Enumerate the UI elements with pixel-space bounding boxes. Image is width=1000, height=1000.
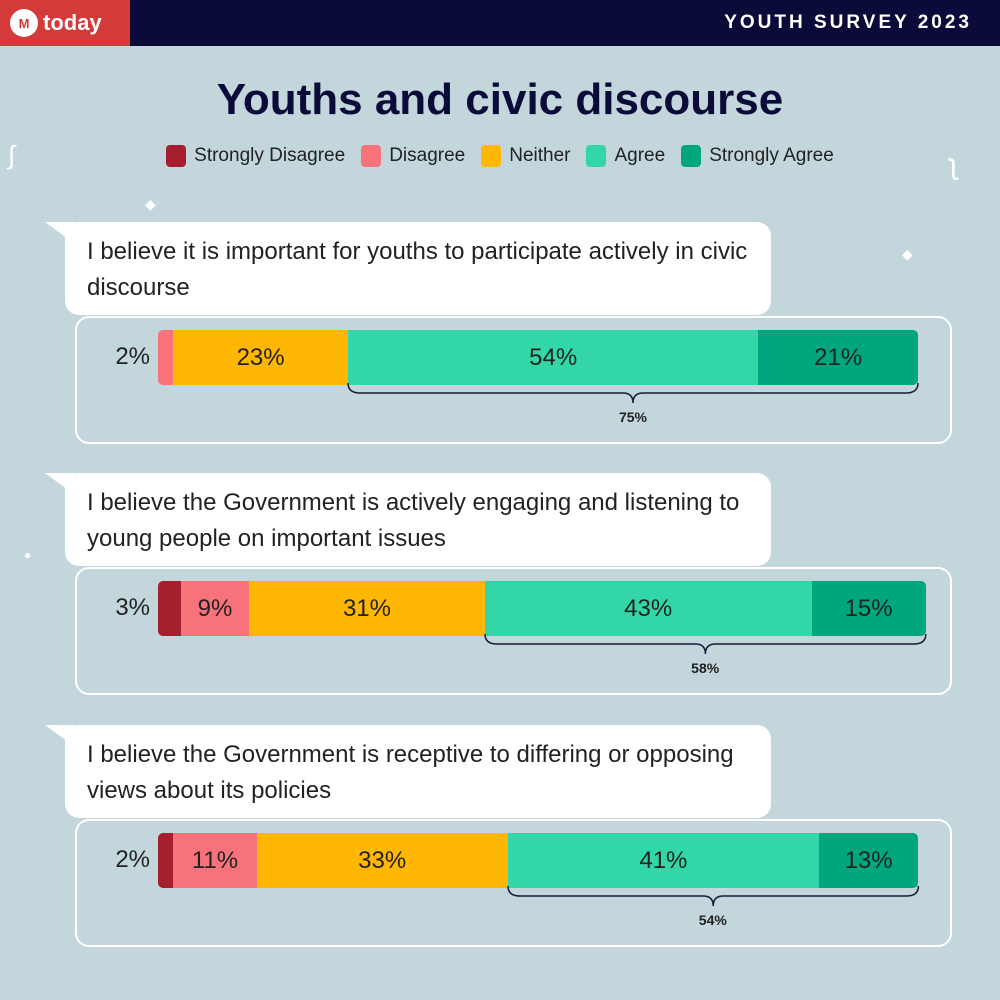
squiggle-decoration-icon: ʅ (950, 148, 957, 181)
bar-segment-disagree: 9% (180, 581, 250, 636)
bar-segment-strongly-agree: 21% (758, 330, 918, 385)
bar-panel (75, 567, 952, 695)
survey-label: YOUTH SURVEY 2023 (724, 12, 972, 33)
statement-bubble: I believe it is important for youths to … (45, 222, 771, 315)
data-label: 33% (358, 846, 407, 874)
legend-label: Neither (509, 145, 571, 166)
bar-segment-disagree (158, 330, 174, 385)
legend-label: Disagree (389, 145, 466, 166)
bar-segment-agree: 43% (484, 581, 812, 636)
bar-segment-agree: 54% (348, 330, 759, 385)
data-label: 15% (844, 594, 893, 622)
squiggle-decoration-icon: ∫ (8, 140, 16, 170)
agree-total-label: 58% (691, 660, 720, 676)
statement-bubble: I believe the Government is receptive to… (45, 725, 771, 818)
sparkle-decoration-icon: ◆ (902, 246, 913, 262)
bar-segment-neither: 23% (173, 330, 348, 385)
sparkle-decoration-icon: ◆ (145, 196, 156, 212)
agree-total-label: 54% (698, 912, 727, 928)
legend-label: Strongly Agree (709, 145, 834, 166)
chart-title: Youths and civic discourse (216, 75, 784, 124)
data-label: 23% (236, 343, 285, 371)
data-label: 2% (115, 343, 150, 370)
legend-item: Neither (481, 145, 570, 167)
data-label: 3% (115, 594, 150, 621)
legend-item: Strongly Agree (681, 145, 834, 167)
data-label: 11% (191, 846, 239, 874)
legend-label: Agree (614, 145, 666, 166)
bar-segment-strongly-disagree (158, 833, 174, 888)
data-label: 54% (529, 343, 578, 371)
bar-segment-strongly-agree: 13% (819, 833, 918, 888)
bar-segment-agree: 41% (507, 833, 820, 888)
data-label: 41% (639, 846, 688, 874)
agree-brace (506, 885, 919, 907)
legend: Strongly Disagree Disagree Neither Agree Str… (0, 145, 1000, 167)
dot-decoration-icon: ● (24, 548, 32, 562)
data-label: 43% (624, 594, 673, 622)
brand-name: today (43, 10, 102, 35)
data-label: 31% (342, 594, 391, 622)
data-label: 21% (814, 343, 863, 371)
bar-segment-neither: 33% (256, 833, 508, 888)
statement-bubble: I believe the Government is actively eng… (45, 473, 771, 566)
bar-segment-disagree: 11% (173, 833, 257, 888)
agree-brace (484, 633, 927, 655)
agree-total-label: 75% (618, 409, 648, 425)
bar-segment-strongly-agree: 15% (811, 581, 926, 636)
legend-swatch (361, 145, 382, 167)
legend-swatch (166, 145, 187, 167)
legend-label: Strongly Disagree (194, 145, 346, 166)
bar-segment-strongly-disagree (158, 581, 181, 636)
legend-swatch (586, 145, 607, 167)
bar-segment-neither: 31% (249, 581, 485, 636)
legend-item: Disagree (361, 145, 465, 167)
bar-panel (75, 819, 952, 947)
data-label: 13% (844, 846, 893, 874)
logo-icon: M (10, 9, 38, 37)
data-label: 9% (197, 594, 233, 622)
legend-swatch (681, 145, 702, 167)
data-label: 2% (115, 846, 150, 873)
bar-panel (75, 316, 952, 444)
agree-brace (347, 382, 919, 404)
legend-swatch (481, 145, 502, 167)
legend-item: Agree (586, 145, 665, 167)
legend-item: Strongly Disagree (166, 145, 345, 167)
